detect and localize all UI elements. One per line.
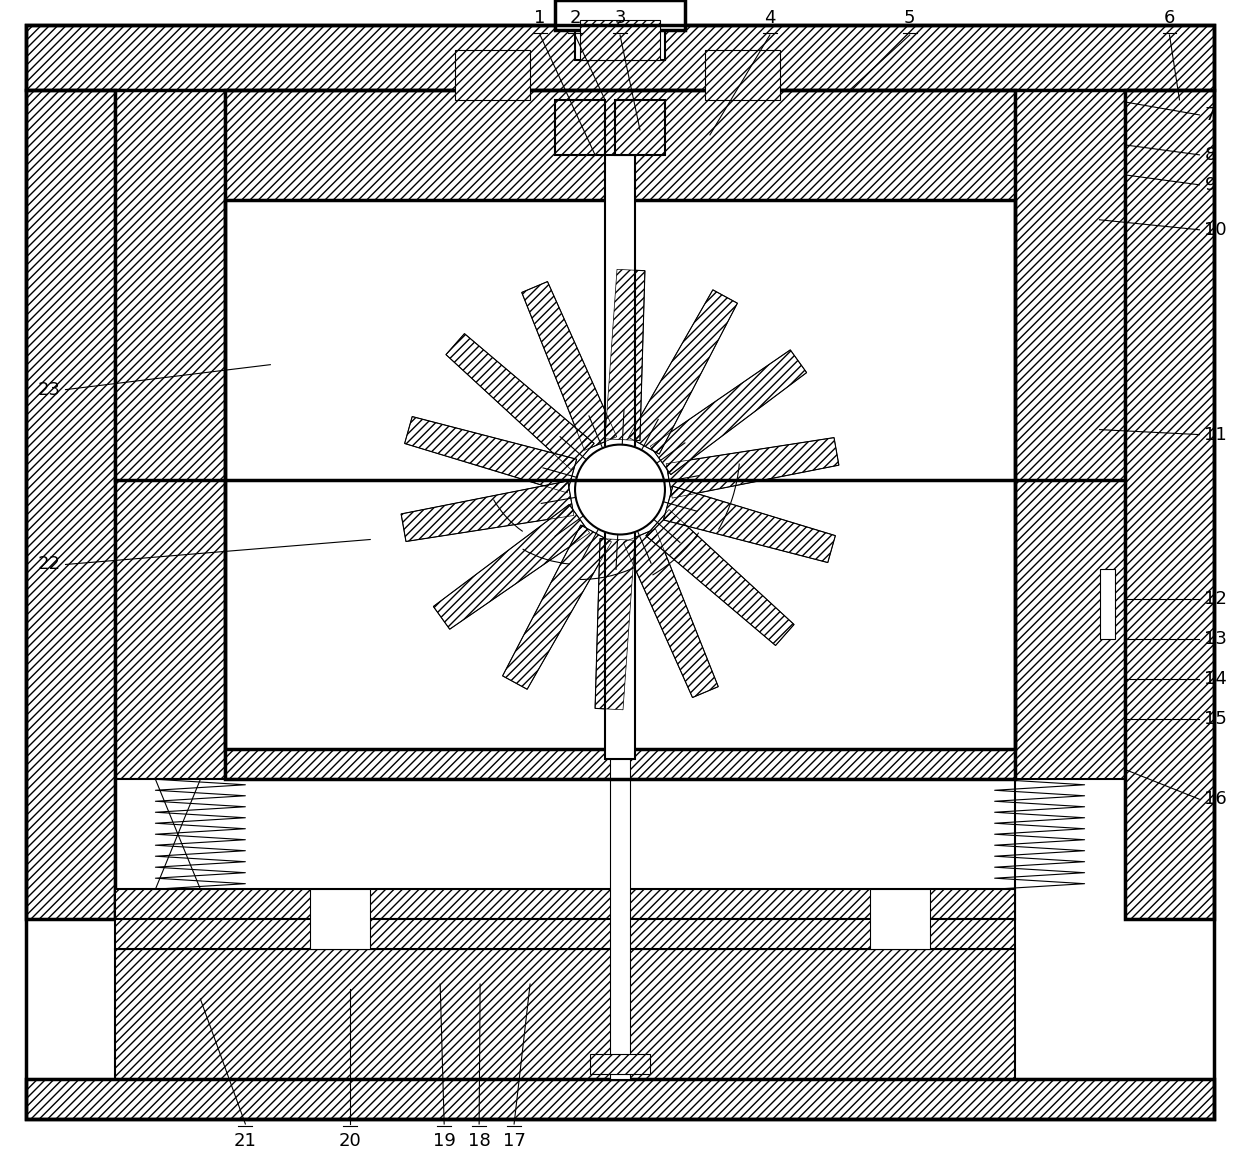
Bar <box>226 90 1014 200</box>
Bar <box>605 155 635 759</box>
Bar <box>1100 569 1115 640</box>
Text: 13: 13 <box>1204 631 1228 648</box>
Bar <box>26 25 1214 90</box>
Bar <box>556 0 684 30</box>
Text: 18: 18 <box>467 1132 491 1150</box>
Bar <box>226 744 1014 780</box>
Text: 11: 11 <box>1204 425 1228 444</box>
Circle shape <box>575 445 665 535</box>
Bar <box>26 90 115 919</box>
Bar <box>26 1079 1214 1119</box>
Text: 8: 8 <box>1204 146 1216 164</box>
Polygon shape <box>666 438 839 498</box>
Bar <box>575 15 665 60</box>
Bar <box>556 100 605 155</box>
Bar <box>115 949 1014 1079</box>
Text: 15: 15 <box>1204 710 1228 729</box>
Bar <box>704 50 780 100</box>
Text: 9: 9 <box>1204 176 1216 194</box>
Polygon shape <box>595 538 635 710</box>
Polygon shape <box>650 350 807 475</box>
Text: 2: 2 <box>569 9 580 27</box>
Text: 21: 21 <box>234 1132 257 1150</box>
Bar <box>226 90 1014 780</box>
Bar <box>115 889 1014 919</box>
Text: 6: 6 <box>1164 9 1176 27</box>
Text: 17: 17 <box>502 1132 526 1150</box>
Polygon shape <box>522 282 616 450</box>
Polygon shape <box>404 417 577 493</box>
Bar <box>26 25 1214 90</box>
Bar <box>869 889 930 949</box>
Polygon shape <box>624 529 718 698</box>
Bar <box>1014 90 1125 780</box>
Bar <box>226 200 1014 750</box>
Bar <box>455 50 529 100</box>
Polygon shape <box>502 526 611 690</box>
Text: 19: 19 <box>433 1132 455 1150</box>
Bar <box>610 759 630 1079</box>
Text: 5: 5 <box>904 9 915 27</box>
Bar <box>1125 90 1214 919</box>
Polygon shape <box>433 505 590 629</box>
Text: 23: 23 <box>37 381 61 398</box>
Bar <box>590 1055 650 1074</box>
Polygon shape <box>446 334 594 470</box>
Bar <box>115 780 1014 919</box>
Polygon shape <box>605 269 645 440</box>
Bar <box>310 889 371 949</box>
Bar <box>115 919 1014 949</box>
Text: 7: 7 <box>1204 106 1216 124</box>
Bar <box>26 1079 1214 1119</box>
Text: 12: 12 <box>1204 590 1228 609</box>
Bar <box>26 90 115 919</box>
Text: 4: 4 <box>764 9 775 27</box>
Polygon shape <box>663 486 836 562</box>
Text: 14: 14 <box>1204 670 1228 688</box>
Text: 10: 10 <box>1204 221 1228 239</box>
Bar <box>115 90 226 780</box>
Text: 20: 20 <box>339 1132 362 1150</box>
Bar <box>615 100 665 155</box>
Bar <box>1125 90 1214 919</box>
Text: 3: 3 <box>614 9 626 27</box>
Text: 16: 16 <box>1204 790 1228 808</box>
Text: 1: 1 <box>534 9 546 27</box>
Polygon shape <box>629 290 738 454</box>
Text: 22: 22 <box>37 556 61 574</box>
Polygon shape <box>401 480 574 542</box>
Polygon shape <box>646 509 794 646</box>
Bar <box>580 20 660 60</box>
